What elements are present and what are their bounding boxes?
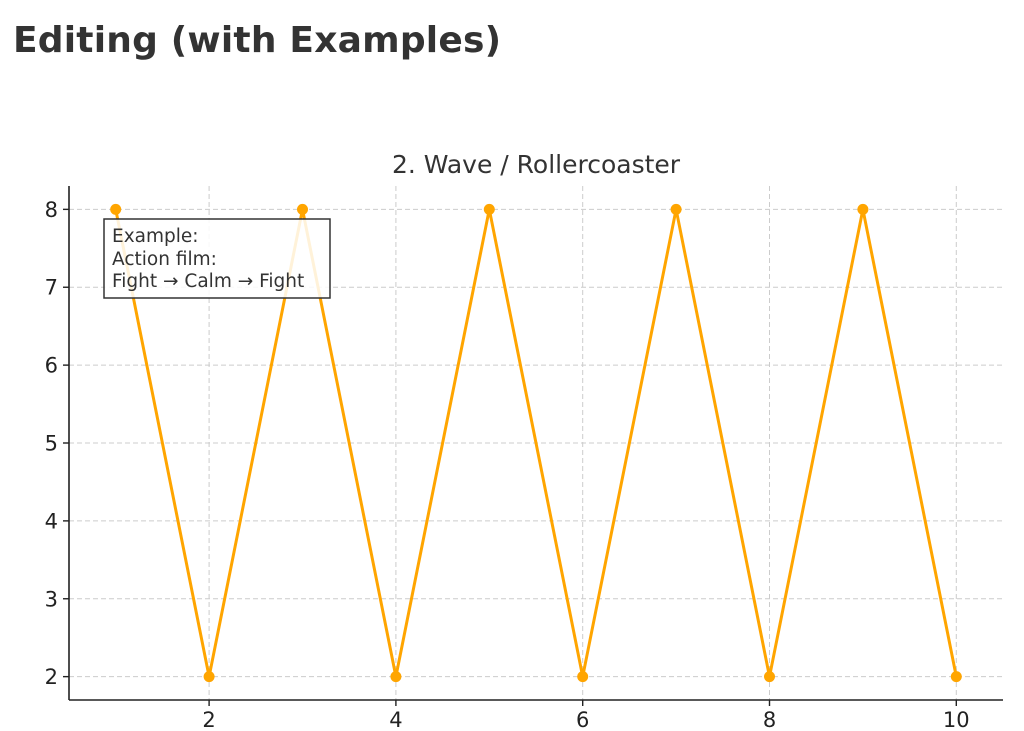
x-tick-label-4: 4	[389, 708, 402, 731]
annotation-line-3: Fight → Calm → Fight	[112, 271, 304, 292]
axes	[63, 186, 1003, 706]
annotation-line-2: Action film:	[112, 249, 217, 270]
y-tick-label-5: 5	[45, 432, 58, 456]
data-point-2	[203, 671, 215, 683]
annotation-line-1: Example:	[112, 226, 199, 247]
data-point-1	[110, 203, 122, 215]
data-point-6	[577, 671, 589, 683]
series	[110, 203, 962, 683]
page-title: Editing (with Examples)	[13, 20, 502, 61]
x-tick-label-8: 8	[763, 708, 776, 731]
data-point-5	[483, 203, 495, 215]
chart-title: 2. Wave / Rollercoaster	[392, 150, 681, 179]
data-point-8	[764, 671, 775, 683]
y-tick-label-6: 6	[45, 354, 58, 378]
data-point-7	[670, 203, 682, 215]
series-line-0	[114, 207, 958, 679]
y-tick-label-7: 7	[45, 276, 58, 300]
y-tick-label-2: 2	[45, 665, 58, 689]
x-tick-label-6: 6	[576, 708, 589, 731]
annotation-box-border	[103, 218, 331, 299]
y-tick-label-4: 4	[45, 509, 58, 533]
data-point-10	[950, 671, 962, 683]
data-point-3	[297, 203, 308, 215]
annotation-box: Example: Action film: Fight → Calm → Fig…	[103, 218, 331, 299]
data-point-9	[857, 203, 869, 215]
y-tick-label-3: 3	[45, 587, 58, 611]
y-tick-label-8: 8	[45, 198, 58, 222]
tick-labels: 2 4 6 8 10 2 3 4 5 6 7 8	[45, 198, 970, 731]
data-point-4	[390, 671, 402, 683]
x-tick-label-10: 10	[943, 708, 970, 731]
x-tick-label-2: 2	[202, 708, 215, 731]
